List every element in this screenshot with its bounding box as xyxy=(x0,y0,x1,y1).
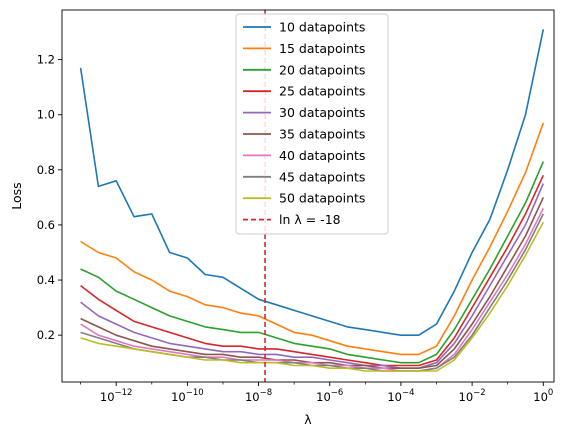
x-tick-label: 10−4 xyxy=(387,388,414,404)
y-tick-label: 1.0 xyxy=(37,108,55,122)
series-line-1 xyxy=(79,29,545,337)
x-axis-ticks: 10−12 10−10 10−8 10−6 10−4 10−2 100 xyxy=(80,382,553,404)
y-tick-label: 0.8 xyxy=(37,163,55,177)
x-tick-label: 10−2 xyxy=(459,388,486,404)
legend-label: 35 datapoints xyxy=(279,127,365,142)
legend-label: ln λ = -18 xyxy=(279,212,341,227)
x-tick-label: 10−10 xyxy=(171,388,204,404)
series-line-2 xyxy=(80,122,545,356)
legend-label: 25 datapoints xyxy=(279,84,365,99)
series-line-7 xyxy=(80,208,545,372)
y-tick-label: 0.6 xyxy=(37,218,55,232)
y-axis-title: Loss xyxy=(9,182,24,209)
y-tick-label: 0.2 xyxy=(37,328,55,342)
x-tick-label: 10−12 xyxy=(100,388,133,404)
y-tick-label: 0.4 xyxy=(37,273,55,287)
series-line-3 xyxy=(80,161,545,364)
legend-label: 15 datapoints xyxy=(279,41,365,56)
plot-lines xyxy=(79,29,545,372)
series-line-5 xyxy=(80,183,545,370)
x-tick-label: 10−8 xyxy=(245,388,272,404)
legend-label: 40 datapoints xyxy=(279,148,365,163)
legend-label: 10 datapoints xyxy=(279,20,365,35)
y-axis-ticks: 0.2 0.4 0.6 0.8 1.0 1.2 xyxy=(37,53,62,342)
x-tick-label: 10−6 xyxy=(316,388,343,404)
series-line-8 xyxy=(80,213,545,372)
x-axis-title: λ xyxy=(304,412,312,427)
legend-label: 45 datapoints xyxy=(279,169,365,184)
x-tick-label: 100 xyxy=(533,388,553,404)
legend-box xyxy=(235,13,389,235)
axes-frame xyxy=(61,9,555,383)
legend-label: 30 datapoints xyxy=(279,105,365,120)
series-line-9 xyxy=(80,221,545,372)
y-tick-label: 1.2 xyxy=(37,53,55,67)
series-line-4 xyxy=(80,174,545,367)
legend: 10 datapoints 15 datapoints 20 datapoints 2… xyxy=(235,13,389,235)
legend-label: 50 datapoints xyxy=(279,191,365,206)
legend-label: 20 datapoints xyxy=(279,62,365,77)
